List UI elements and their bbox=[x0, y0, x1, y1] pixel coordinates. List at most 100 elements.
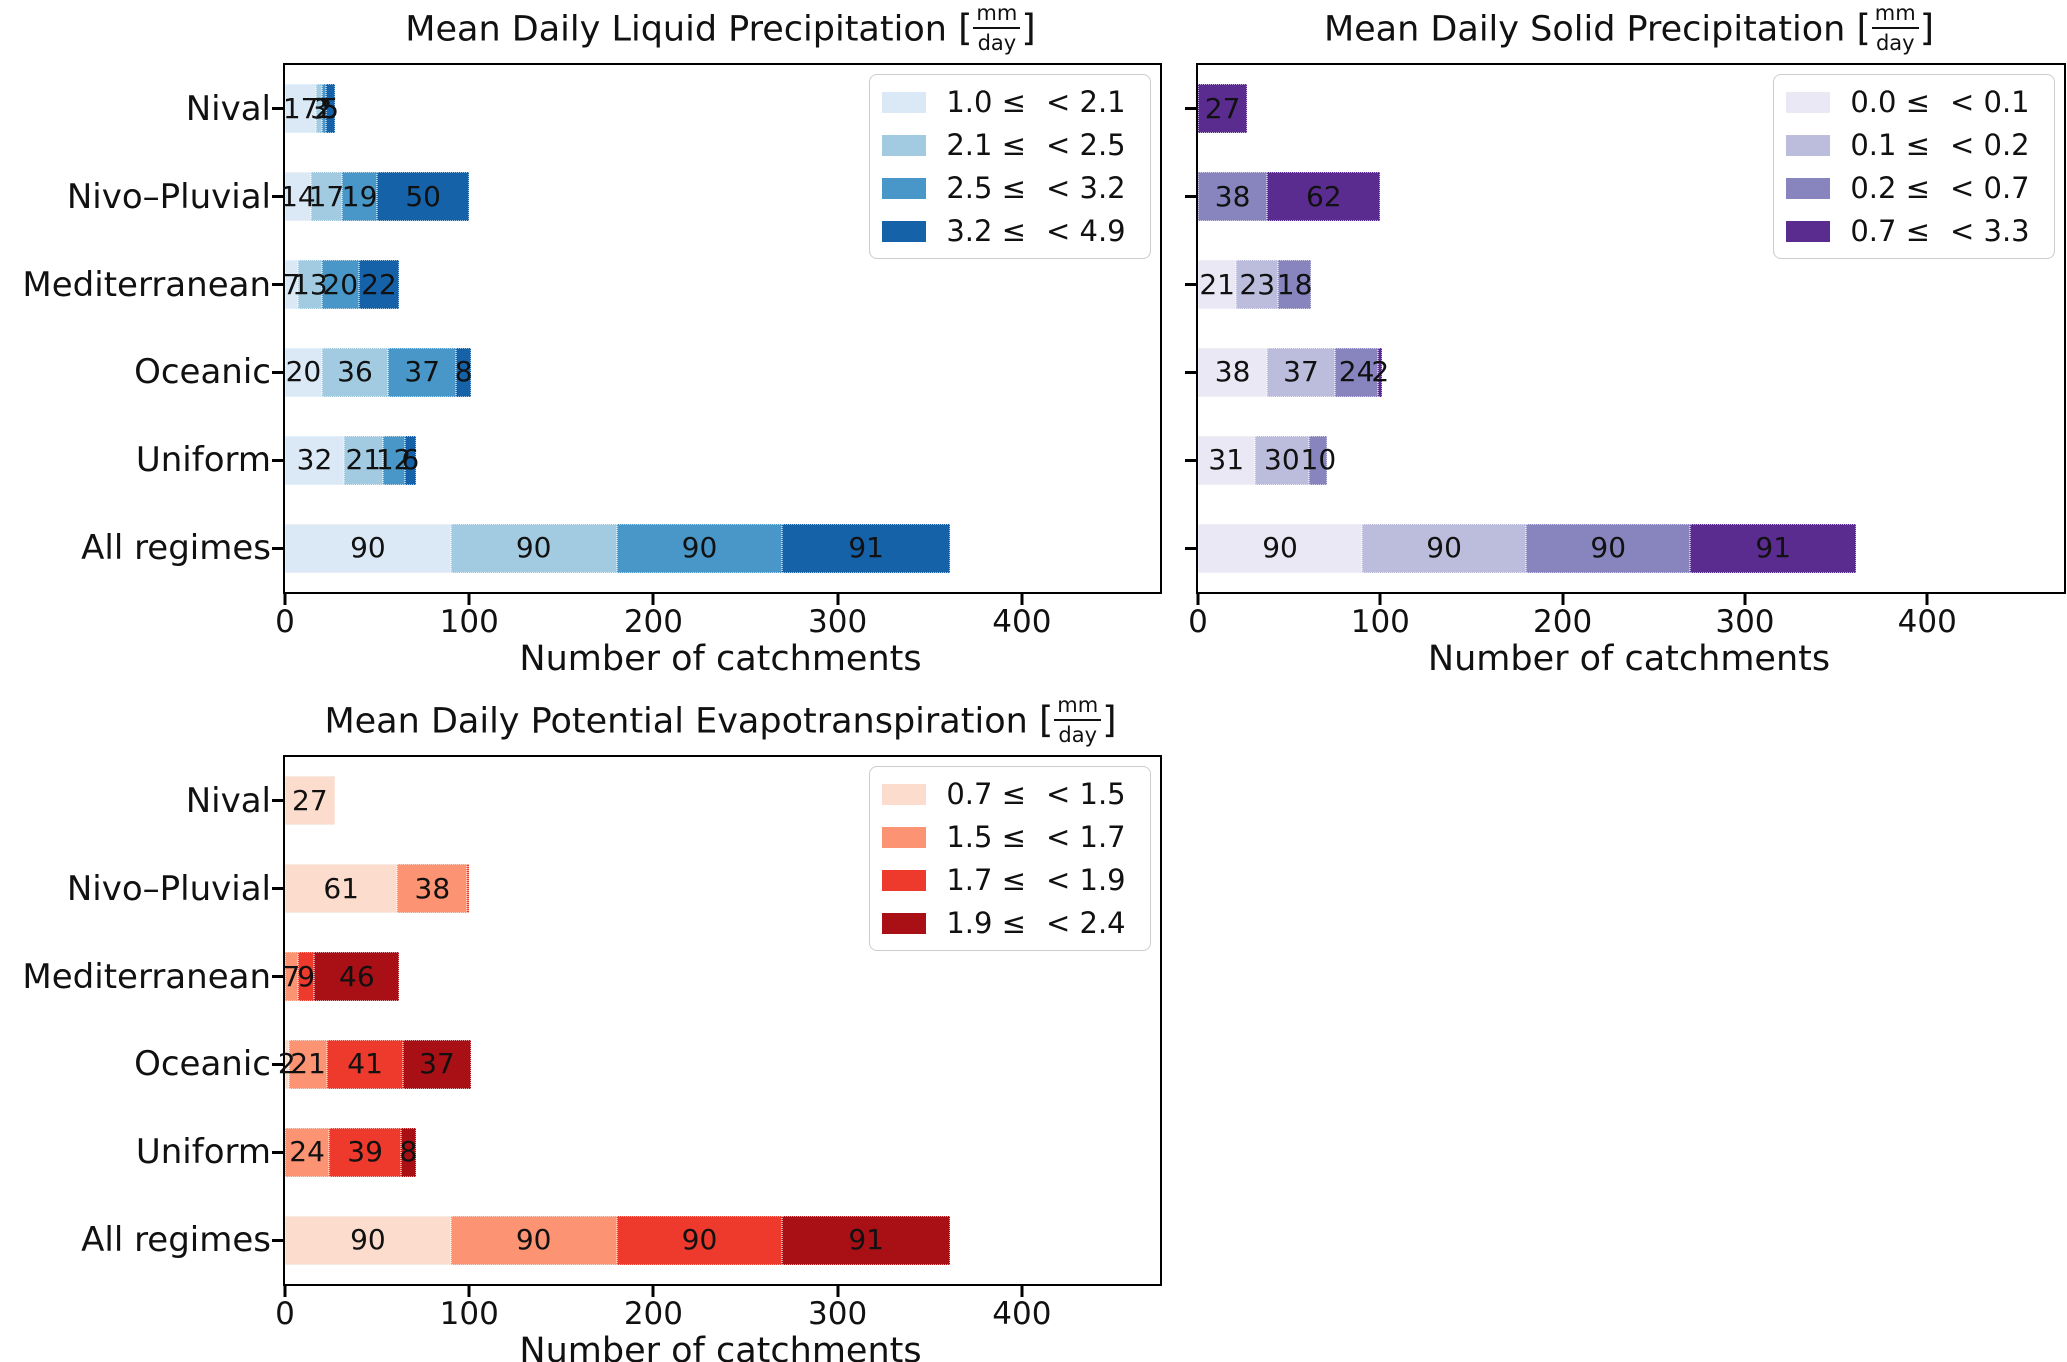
bar-segment-label: 37 bbox=[1283, 355, 1319, 389]
y-axis-tick bbox=[272, 887, 283, 891]
y-axis-tick bbox=[1185, 195, 1196, 199]
x-axis-tick bbox=[283, 1286, 287, 1297]
bar-segment bbox=[401, 1127, 416, 1177]
bar-segment bbox=[1236, 260, 1279, 310]
y-axis-tick bbox=[272, 195, 283, 199]
bar-segment bbox=[1690, 523, 1857, 573]
bar-segment-label: 90 bbox=[515, 1223, 552, 1257]
x-axis-tick bbox=[467, 594, 471, 605]
bar-segment-label: 37 bbox=[419, 1047, 455, 1081]
legend-range-upper: < 0.7 bbox=[1950, 170, 2030, 205]
bar-segment-label: 17 bbox=[308, 179, 345, 213]
chart-title-text: Mean Daily Solid Precipitation bbox=[1323, 9, 1846, 50]
bar-segment bbox=[285, 435, 344, 485]
unit-numerator: mm bbox=[1054, 694, 1102, 722]
x-axis-title: Number of catchments bbox=[1427, 639, 1831, 679]
legend-range-lower: 0.0 ≤ bbox=[1850, 84, 1930, 119]
plot-area: 27 38 62 21 23 18 38 37 24 2 31 30 10 90 90 90 91 0 100 200… bbox=[1185, 63, 2066, 638]
legend-item: 1.0 ≤ < 2.1 bbox=[882, 85, 1136, 119]
unit-numerator: mm bbox=[973, 2, 1021, 30]
bar-segment bbox=[325, 84, 335, 134]
x-axis-tick-label: 100 bbox=[1350, 604, 1410, 640]
bar-segment bbox=[288, 1039, 328, 1089]
y-axis-tick bbox=[272, 370, 283, 374]
legend-swatch bbox=[882, 220, 926, 242]
x-axis-tick bbox=[1743, 594, 1747, 605]
bar-segment-label: 5 bbox=[321, 91, 340, 125]
bar-segment-label: 90 bbox=[1262, 531, 1298, 565]
bar-segment bbox=[297, 952, 315, 1002]
bar-segment-label: 19 bbox=[341, 179, 378, 213]
bar-segment bbox=[1198, 172, 1268, 222]
bar-segment-label: 90 bbox=[681, 531, 718, 565]
bar-segment bbox=[450, 523, 617, 573]
unit-close-bracket: ] bbox=[1021, 6, 1036, 50]
bar-segment-label: 10 bbox=[1300, 443, 1337, 477]
x-axis-tick-label: 400 bbox=[992, 1296, 1052, 1332]
x-axis-tick bbox=[283, 594, 287, 605]
legend-range-lower: 1.7 ≤ bbox=[946, 862, 1026, 897]
plot-area: Nival 17 3 2 5 Nivo–Pluvial 14 17 19 50 Mediterran… bbox=[22, 63, 1162, 638]
bar-segment bbox=[1198, 347, 1268, 397]
bar-segment-label: 3 bbox=[310, 91, 328, 125]
bar-segment-label: 32 bbox=[296, 443, 333, 477]
bar-segment bbox=[616, 523, 783, 573]
x-axis-tick-label: 300 bbox=[808, 1296, 868, 1332]
y-axis-tick bbox=[272, 107, 283, 111]
legend-swatch bbox=[882, 826, 926, 848]
bar-segment bbox=[782, 523, 950, 573]
legend: 0.0 ≤ < 0.1 0.1 ≤ < 0.2 0.2 ≤ < 0.7 0.7 ≤ < 3.3 bbox=[1773, 74, 2055, 259]
bar-segment bbox=[285, 776, 335, 826]
bar-segment-label: 12 bbox=[375, 443, 412, 477]
legend-range-lower: 1.0 ≤ bbox=[946, 84, 1026, 119]
bar-segment bbox=[285, 260, 298, 310]
x-axis-tick bbox=[1020, 594, 1024, 605]
legend-range-upper: < 2.5 bbox=[1046, 127, 1126, 162]
legend-range-lower: 1.9 ≤ bbox=[946, 905, 1026, 940]
legend-range-upper: < 0.1 bbox=[1950, 84, 2030, 119]
x-axis-tick-label: 400 bbox=[992, 604, 1052, 640]
bar-segment bbox=[285, 864, 398, 914]
bar-segment bbox=[285, 84, 317, 134]
legend-range-lower: 2.5 ≤ bbox=[946, 170, 1026, 205]
bar-segment bbox=[327, 1039, 403, 1089]
y-axis-tick bbox=[272, 799, 283, 803]
unit-denominator: day bbox=[1058, 723, 1098, 748]
bar-segment bbox=[388, 347, 457, 397]
bar-segment bbox=[285, 952, 298, 1002]
bar-segment bbox=[343, 435, 383, 485]
panel-potential-evapotranspiration-chart: Mean Daily Potential Evapotranspiration … bbox=[0, 692, 1162, 1362]
legend-item: 0.0 ≤ < 0.1 bbox=[1786, 85, 2040, 119]
bar-segment bbox=[616, 1215, 783, 1265]
legend-item: 0.2 ≤ < 0.7 bbox=[1786, 171, 2040, 205]
legend-range-upper: < 3.2 bbox=[1046, 170, 1126, 205]
y-axis-label: Nivo–Pluvial bbox=[66, 868, 271, 909]
legend-swatch bbox=[1786, 91, 1830, 113]
x-axis-tick bbox=[1196, 594, 1200, 605]
legend-range-lower: 0.1 ≤ bbox=[1850, 127, 1930, 162]
y-axis-tick bbox=[1185, 283, 1196, 287]
legend: 0.7 ≤ < 1.5 1.5 ≤ < 1.7 1.7 ≤ < 1.9 1.9 ≤ < 2.4 bbox=[869, 766, 1151, 951]
legend-swatch bbox=[882, 134, 926, 156]
bar-segment-label: 91 bbox=[848, 1223, 884, 1257]
bar-segment-label: 2 bbox=[1371, 355, 1390, 389]
y-axis-tick bbox=[272, 458, 283, 462]
legend-swatch bbox=[1786, 134, 1830, 156]
y-axis-tick bbox=[272, 1150, 283, 1154]
legend-range-lower: 0.2 ≤ bbox=[1850, 170, 1930, 205]
legend-range-lower: 3.2 ≤ bbox=[946, 213, 1026, 248]
x-axis-tick bbox=[651, 594, 655, 605]
x-axis-title: Number of catchments bbox=[519, 1331, 922, 1362]
bar-segment-label: 20 bbox=[322, 267, 359, 301]
bar-segment bbox=[467, 864, 470, 914]
bar-segment bbox=[382, 435, 405, 485]
bar-segment-label: 20 bbox=[285, 355, 322, 389]
y-axis-tick bbox=[1185, 107, 1196, 111]
unit-open-bracket: [ bbox=[1038, 698, 1054, 742]
legend-swatch bbox=[1786, 177, 1830, 199]
bar-segment-label: 24 bbox=[1338, 355, 1375, 389]
y-axis-tick bbox=[272, 546, 283, 550]
bar-segment bbox=[1198, 523, 1363, 573]
bar-segment bbox=[1198, 84, 1248, 134]
bar-segment-label: 41 bbox=[347, 1047, 383, 1081]
